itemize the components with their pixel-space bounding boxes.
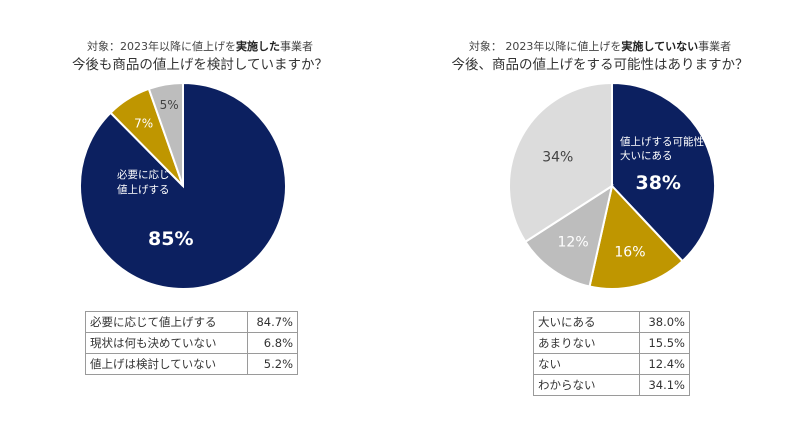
table-cell-label: 必要に応じて値上げする: [85, 311, 248, 333]
pie-slice-label: 大いにある: [620, 149, 673, 162]
pie-slice-label: 値上げする可能性: [620, 135, 704, 148]
subtitle-suffix: 事業者: [698, 40, 732, 53]
table-row: ない 12.4%: [533, 353, 690, 375]
table-cell-label: わからない: [533, 374, 640, 396]
value-table: 必要に応じて値上げする 84.7% 現状は何も決めていない 6.8% 値上げは検討し…: [85, 311, 298, 375]
table-cell-value: 38.0%: [639, 311, 690, 333]
subtitle-suffix: 事業者: [280, 40, 313, 53]
subtitle-emphasis: 実施した: [236, 40, 280, 53]
pie-slice: [588, 183, 684, 290]
pie-percent-label: 7%: [134, 116, 153, 130]
subtitle-prefix: 対象：2023年以降に値上げを: [87, 40, 236, 53]
pie-slice: [147, 81, 184, 187]
subtitle-emphasis: 実施していない: [621, 40, 699, 53]
table-cell-label: 値上げは検討していない: [85, 353, 248, 375]
pie-slice: [508, 81, 613, 244]
table-cell-value: 34.1%: [639, 374, 690, 396]
table-cell-label: 現状は何も決めていない: [85, 332, 248, 354]
pie-percent-label: 12%: [558, 235, 589, 251]
table-cell-value: 15.5%: [639, 332, 690, 354]
value-table: 大いにある 38.0% あまりない 15.5% ない 12.4% わからない 34.1%: [533, 311, 690, 396]
table-row: 大いにある 38.0%: [533, 311, 690, 333]
table-row: 必要に応じて値上げする 84.7%: [85, 311, 298, 333]
pie-percent-label: 38%: [635, 172, 680, 194]
pie-percent-label: 34%: [542, 149, 573, 165]
table-cell-label: ない: [533, 353, 640, 375]
chart-title: 今後も商品の値上げを検討していますか？: [71, 57, 329, 73]
table-row: 値上げは検討していない 5.2%: [85, 353, 298, 375]
table-cell-label: あまりない: [533, 332, 640, 354]
chart-panel-left: 対象：2023年以降に値上げを実施した事業者 今後も商品の値上げを検討しています…: [0, 38, 400, 375]
pie-percent-label: 85%: [148, 228, 193, 250]
table-cell-value: 5.2%: [247, 353, 298, 375]
pie-slice-label: 値上げする: [117, 183, 170, 196]
chart-title: 今後、商品の値上げをする可能性はありますか？: [451, 57, 749, 73]
pie-slice-label: 必要に応じて: [117, 168, 180, 181]
chart-subtitle: 対象： 2023年以降に値上げを実施していない事業者: [400, 38, 800, 54]
chart-panel-right: 対象： 2023年以降に値上げを実施していない事業者 今後、商品の値上げをする可…: [400, 0, 800, 441]
chart-subtitle: 対象：2023年以降に値上げを実施した事業者: [0, 38, 400, 54]
table-cell-value: 84.7%: [247, 311, 298, 333]
table-cell-value: 6.8%: [247, 332, 298, 354]
pie-slice: [524, 183, 614, 288]
pie-chart: 85% 必要に応じて値上げする 7% 5%: [79, 81, 287, 290]
table-row: 現状は何も決めていない 6.8%: [85, 332, 298, 354]
pie-percent-label: 5%: [160, 98, 179, 112]
table-row: わからない 34.1%: [533, 374, 690, 396]
subtitle-prefix: 対象： 2023年以降に値上げを: [468, 40, 622, 53]
table-cell-label: 大いにある: [533, 311, 640, 333]
pie-percent-label: 16%: [614, 244, 645, 260]
pie-slice: [611, 81, 716, 263]
table-cell-value: 12.4%: [639, 353, 690, 375]
table-row: あまりない 15.5%: [533, 332, 690, 354]
